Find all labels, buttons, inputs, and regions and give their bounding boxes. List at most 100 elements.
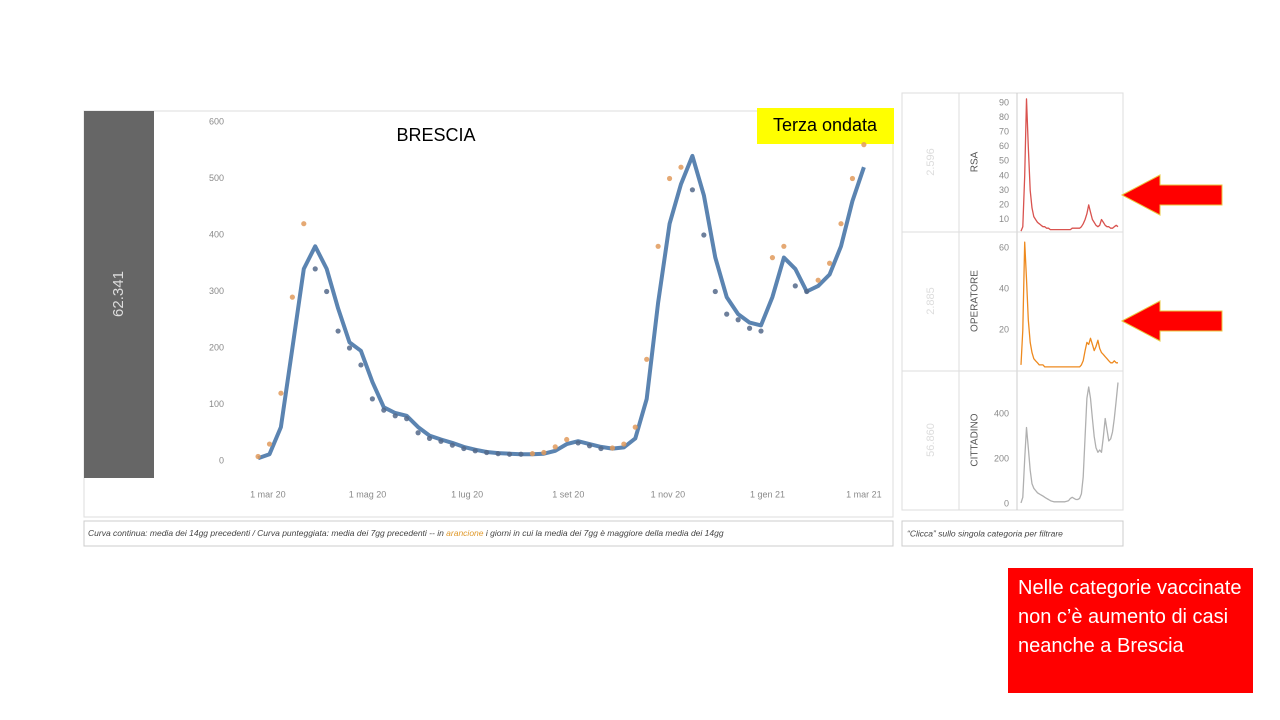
dot — [278, 390, 284, 396]
y-tick-label: 20 — [999, 199, 1009, 209]
x-tick-label: 1 mag 20 — [349, 489, 387, 499]
y-tick-label: 600 — [209, 116, 224, 126]
main-frame — [83, 110, 894, 518]
dot — [289, 294, 295, 300]
series-line — [1020, 382, 1119, 504]
y-tick-label: 50 — [999, 156, 1009, 166]
dot — [586, 443, 593, 449]
dot — [758, 328, 764, 334]
dot — [518, 451, 524, 457]
dot — [381, 407, 387, 413]
note: Nelle categorie vaccinate non c’è aument… — [1008, 568, 1253, 693]
dot — [541, 449, 547, 456]
dot — [849, 175, 856, 182]
panel-frame — [901, 92, 1124, 511]
y-tick-label: 0 — [1004, 498, 1009, 508]
dot — [552, 444, 558, 450]
caption-part: Curva continua: media dei 14gg precedent… — [88, 528, 446, 538]
dot — [815, 277, 821, 283]
dot — [609, 445, 616, 451]
dot — [449, 442, 455, 448]
dot — [575, 440, 581, 446]
y-tick-label: 500 — [209, 173, 224, 183]
dot — [266, 441, 273, 447]
dot — [644, 356, 650, 362]
dot — [324, 288, 330, 295]
arrow — [1120, 174, 1223, 216]
dot — [369, 396, 375, 402]
y-tick-label: 30 — [999, 185, 1009, 195]
y-tick-label: 200 — [994, 453, 1009, 463]
dot — [495, 451, 501, 457]
dot — [404, 416, 410, 422]
y-tick-label: 100 — [209, 399, 224, 409]
dot — [689, 187, 696, 193]
caption-part: arancione — [446, 528, 484, 538]
dot — [346, 345, 353, 351]
dot — [301, 221, 307, 227]
arrow — [1120, 300, 1223, 342]
y-tick-label: 90 — [999, 98, 1009, 108]
category-total: 56.860 — [925, 423, 937, 457]
grand-total: 62.341 — [110, 271, 127, 317]
x-tick-label: 1 mar 20 — [250, 489, 286, 499]
y-tick-label: 40 — [999, 170, 1009, 180]
x-tick-label: 1 mar 21 — [846, 489, 882, 499]
dot — [358, 362, 364, 368]
dot — [735, 317, 741, 323]
dot — [826, 260, 833, 266]
y-tick-label: 10 — [999, 214, 1009, 224]
chart-title: BRESCIA — [396, 125, 475, 145]
total-box — [84, 111, 154, 478]
dot — [472, 448, 478, 454]
caption: Curva continua: media dei 14gg precedent… — [88, 528, 724, 538]
series-line — [1020, 98, 1119, 232]
dot — [484, 449, 490, 456]
dot — [666, 175, 673, 182]
dot — [461, 445, 467, 452]
dot — [335, 328, 341, 334]
category-label: OPERATORE — [970, 270, 981, 332]
x-tick-label: 1 lug 20 — [451, 489, 483, 499]
category-label: RSA — [970, 151, 981, 172]
dot — [804, 288, 810, 295]
dot — [255, 453, 261, 460]
dot — [632, 424, 638, 430]
annotation: Terza ondata — [773, 115, 878, 135]
dot — [312, 266, 318, 272]
dot — [861, 142, 867, 148]
caption-box — [83, 520, 894, 547]
annotation-box — [757, 108, 894, 144]
category-total: 2.596 — [925, 148, 937, 176]
y-tick-label: 20 — [999, 324, 1009, 334]
caption: “Clicca” sullo singola categoria per fil… — [907, 528, 1063, 538]
y-tick-label: 400 — [209, 229, 224, 239]
dot — [564, 436, 570, 443]
dot — [792, 283, 798, 289]
y-tick-label: 0 — [219, 455, 224, 465]
dot — [724, 311, 730, 317]
series-line — [257, 153, 866, 461]
y-tick-label: 60 — [999, 141, 1009, 151]
dot — [621, 441, 627, 447]
dot — [838, 221, 844, 227]
dot — [438, 438, 444, 444]
dot — [506, 451, 513, 457]
y-tick-label: 200 — [209, 342, 224, 352]
series-line — [1020, 241, 1118, 368]
category-total: 2.885 — [925, 287, 937, 315]
category-label: CITTADINO — [970, 413, 981, 466]
y-tick-label: 70 — [999, 127, 1009, 137]
y-tick-label: 80 — [999, 112, 1009, 122]
dot — [655, 243, 661, 249]
y-tick-label: 400 — [994, 408, 1009, 418]
y-tick-label: 60 — [999, 243, 1009, 253]
dot — [701, 232, 707, 238]
dot — [426, 435, 433, 441]
x-tick-label: 1 set 20 — [552, 489, 584, 499]
dot — [746, 325, 753, 331]
dot — [678, 164, 684, 170]
dot — [598, 445, 604, 452]
